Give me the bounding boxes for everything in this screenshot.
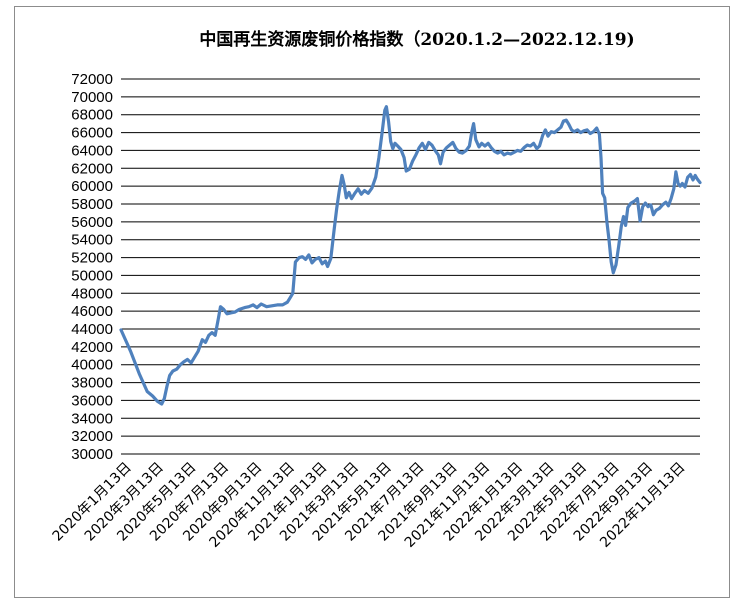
x-axis-ticks: 2020年1月13日2020年3月13日2020年5月13日2020年7月13日… [50, 460, 689, 551]
y-tick-label: 56000 [71, 214, 113, 231]
y-tick-label: 70000 [71, 89, 113, 106]
y-tick-label: 66000 [71, 125, 113, 142]
y-tick-label: 32000 [71, 428, 113, 445]
y-tick-label: 48000 [71, 285, 113, 302]
gridlines [121, 78, 700, 455]
y-tick-label: 62000 [71, 160, 113, 177]
y-axis-ticks: 3000032000340003600038000400004200044000… [71, 71, 113, 463]
chart-frame: 中国再生资源废铜价格指数（2020.1.2—2022.12.19) 30000 3… [14, 6, 730, 598]
y-tick-label: 34000 [71, 410, 113, 427]
y-tick-label: 42000 [71, 339, 113, 356]
y-tick-label: 54000 [71, 232, 113, 249]
data-series [119, 105, 702, 406]
chart-canvas: 中国再生资源废铜价格指数（2020.1.2—2022.12.19) 300003… [50, 29, 702, 551]
chart-title: 中国再生资源废铜价格指数（2020.1.2—2022.12.19) [199, 29, 634, 50]
y-tick-label: 72000 [71, 71, 113, 88]
y-tick-label: 64000 [71, 142, 113, 159]
y-tick-label: 52000 [71, 250, 113, 267]
y-tick-label: 30000 [71, 446, 113, 463]
y-tick-label: 60000 [71, 178, 113, 195]
y-tick-label: 40000 [71, 357, 113, 374]
y-tick-label: 44000 [71, 321, 113, 338]
y-tick-label: 36000 [71, 392, 113, 409]
y-tick-label: 46000 [71, 303, 113, 320]
y-tick-label: 38000 [71, 375, 113, 392]
y-tick-label: 50000 [71, 267, 113, 284]
y-tick-label: 68000 [71, 107, 113, 124]
y-tick-label: 58000 [71, 196, 113, 213]
series-line [119, 105, 702, 406]
